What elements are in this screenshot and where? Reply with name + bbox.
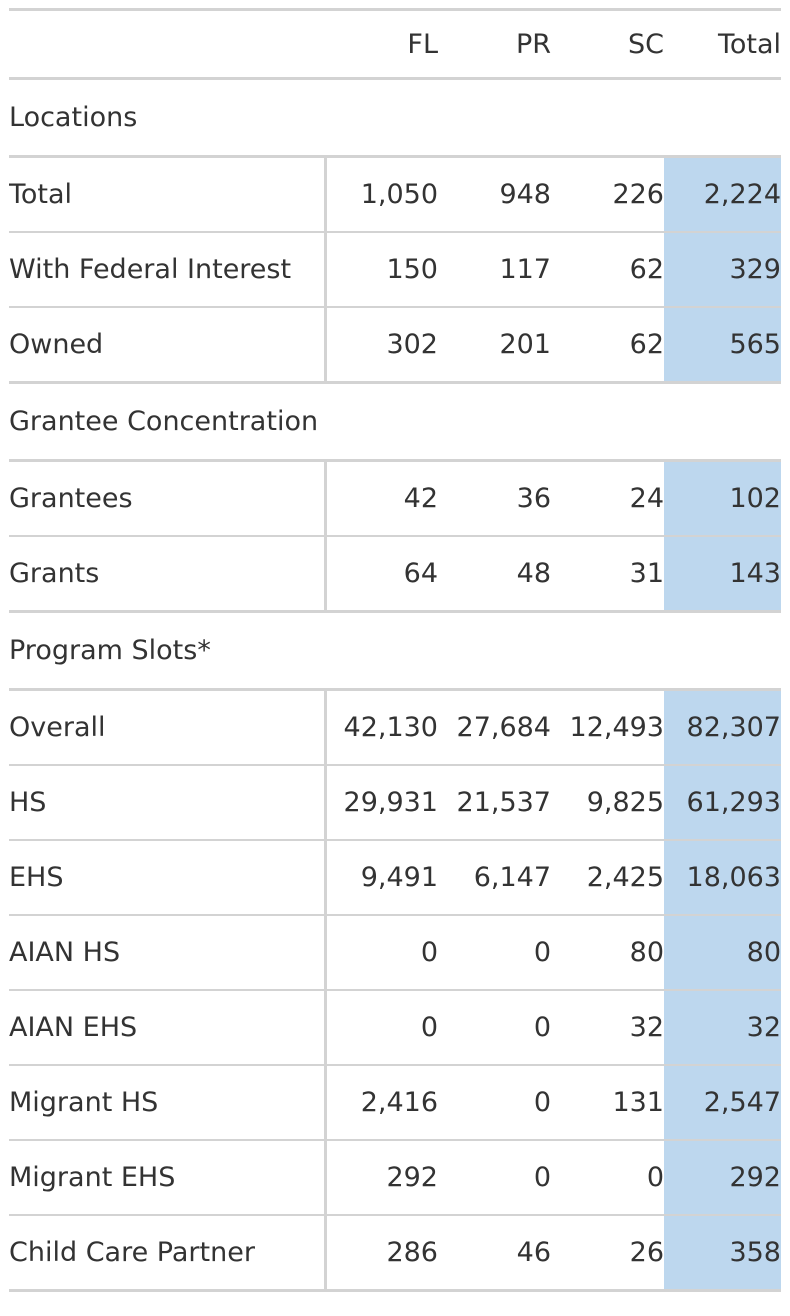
cell-fl: 286 bbox=[325, 1215, 438, 1292]
cell-sc: 12,493 bbox=[551, 689, 664, 766]
row-label: EHS bbox=[9, 840, 327, 916]
row-group-title: Locations bbox=[9, 102, 138, 133]
table-row: Migrant EHS 292 0 0 292 bbox=[9, 1140, 781, 1216]
row-group-title: Program Slots bbox=[9, 635, 198, 666]
cell-sc: 31 bbox=[551, 536, 664, 613]
cell-total: 2,547 bbox=[664, 1065, 781, 1141]
cell-fl: 1,050 bbox=[325, 156, 438, 233]
cell-fl: 42,130 bbox=[325, 689, 438, 766]
row-group-header: Grantee Concentration bbox=[9, 382, 781, 462]
cell-total: 18,063 bbox=[664, 840, 781, 916]
cell-total: 61,293 bbox=[664, 765, 781, 841]
table-row: Grants 64 48 31 143 bbox=[9, 536, 781, 613]
row-group-footnote-mark: * bbox=[197, 635, 211, 666]
row-group-header: Locations bbox=[9, 78, 781, 158]
cell-fl: 29,931 bbox=[325, 765, 438, 841]
row-label: Migrant EHS bbox=[9, 1140, 327, 1216]
row-group-title: Grantee Concentration bbox=[9, 406, 319, 437]
cell-pr: 48 bbox=[438, 536, 551, 613]
cell-fl: 292 bbox=[325, 1140, 438, 1216]
cell-pr: 0 bbox=[438, 1140, 551, 1216]
table-row: AIAN EHS 0 0 32 32 bbox=[9, 990, 781, 1066]
cell-sc: 80 bbox=[551, 915, 664, 991]
row-label: Grantees bbox=[9, 460, 327, 537]
cell-total: 143 bbox=[664, 536, 781, 613]
cell-pr: 0 bbox=[438, 915, 551, 991]
row-label: Child Care Partner bbox=[9, 1215, 327, 1292]
cell-sc: 62 bbox=[551, 307, 664, 384]
cell-total: 32 bbox=[664, 990, 781, 1066]
row-group-label: Locations bbox=[9, 78, 781, 158]
row-group-label: Grantee Concentration bbox=[9, 382, 781, 462]
table-row: Overall 42,130 27,684 12,493 82,307 bbox=[9, 689, 781, 766]
cell-fl: 302 bbox=[325, 307, 438, 384]
cell-fl: 0 bbox=[325, 915, 438, 991]
cell-pr: 6,147 bbox=[438, 840, 551, 916]
cell-fl: 64 bbox=[325, 536, 438, 613]
cell-pr: 0 bbox=[438, 1065, 551, 1141]
column-header-fl: FL bbox=[407, 28, 438, 60]
cell-pr: 948 bbox=[438, 156, 551, 233]
table-row: Owned 302 201 62 565 bbox=[9, 307, 781, 384]
column-header-total: Total bbox=[717, 28, 781, 60]
cell-total: 82,307 bbox=[664, 689, 781, 766]
cell-pr: 21,537 bbox=[438, 765, 551, 841]
table-body: Locations Total 1,050 948 226 2,224 With Feder… bbox=[9, 78, 781, 1292]
cell-pr: 36 bbox=[438, 460, 551, 537]
cell-total: 292 bbox=[664, 1140, 781, 1216]
cell-fl: 9,491 bbox=[325, 840, 438, 916]
table-row: Total 1,050 948 226 2,224 bbox=[9, 156, 781, 233]
row-group-label: Program Slots* bbox=[9, 611, 781, 691]
column-header-row: FL PR SC Total bbox=[9, 9, 781, 79]
row-label: Grants bbox=[9, 536, 327, 613]
cell-total: 358 bbox=[664, 1215, 781, 1292]
table-row: Grantees 42 36 24 102 bbox=[9, 460, 781, 537]
cell-sc: 32 bbox=[551, 990, 664, 1066]
row-group-header: Program Slots* bbox=[9, 611, 781, 691]
table-row: EHS 9,491 6,147 2,425 18,063 bbox=[9, 840, 781, 916]
row-label: Total bbox=[9, 156, 327, 233]
table-row: With Federal Interest 150 117 62 329 bbox=[9, 232, 781, 308]
cell-sc: 24 bbox=[551, 460, 664, 537]
cell-sc: 62 bbox=[551, 232, 664, 308]
cell-sc: 9,825 bbox=[551, 765, 664, 841]
cell-pr: 117 bbox=[438, 232, 551, 308]
cell-total: 102 bbox=[664, 460, 781, 537]
row-label: Overall bbox=[9, 689, 327, 766]
cell-pr: 46 bbox=[438, 1215, 551, 1292]
cell-sc: 26 bbox=[551, 1215, 664, 1292]
cell-pr: 27,684 bbox=[438, 689, 551, 766]
row-label: AIAN EHS bbox=[9, 990, 327, 1066]
row-label: Owned bbox=[9, 307, 327, 384]
cell-fl: 2,416 bbox=[325, 1065, 438, 1141]
cell-pr: 201 bbox=[438, 307, 551, 384]
cell-total: 2,224 bbox=[664, 156, 781, 233]
row-label: HS bbox=[9, 765, 327, 841]
cell-total: 80 bbox=[664, 915, 781, 991]
table-row: Child Care Partner 286 46 26 358 bbox=[9, 1215, 781, 1292]
cell-sc: 2,425 bbox=[551, 840, 664, 916]
cell-sc: 0 bbox=[551, 1140, 664, 1216]
row-label: AIAN HS bbox=[9, 915, 327, 991]
table-row: Migrant HS 2,416 0 131 2,547 bbox=[9, 1065, 781, 1141]
table-row: HS 29,931 21,537 9,825 61,293 bbox=[9, 765, 781, 841]
cell-total: 565 bbox=[664, 307, 781, 384]
cell-fl: 0 bbox=[325, 990, 438, 1066]
row-label: With Federal Interest bbox=[9, 232, 327, 308]
summary-table: FL PR SC Total Locations Total 1,050 948 226… bbox=[9, 8, 781, 1292]
cell-total: 329 bbox=[664, 232, 781, 308]
cell-fl: 150 bbox=[325, 232, 438, 308]
cell-fl: 42 bbox=[325, 460, 438, 537]
table-row: AIAN HS 0 0 80 80 bbox=[9, 915, 781, 991]
cell-pr: 0 bbox=[438, 990, 551, 1066]
column-header-stub bbox=[9, 10, 325, 79]
cell-sc: 226 bbox=[551, 156, 664, 233]
column-header-sc: SC bbox=[628, 28, 664, 60]
row-label: Migrant HS bbox=[9, 1065, 327, 1141]
column-header-pr: PR bbox=[515, 28, 551, 60]
cell-sc: 131 bbox=[551, 1065, 664, 1141]
